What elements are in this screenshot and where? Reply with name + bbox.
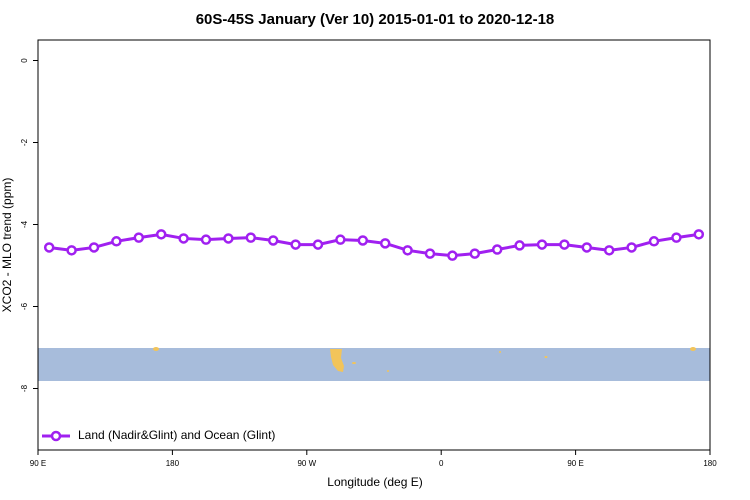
y-tick-label: -4 [20,220,29,228]
series-point [178,233,189,244]
series-point [402,245,413,256]
series-point [111,236,122,247]
x-tick-label: 0 [439,459,444,468]
x-tick-label: 90 E [30,459,46,468]
y-axis-label: XCO2 - MLO trend (ppm) [0,178,14,313]
series-point [491,244,503,255]
series-point [581,242,593,253]
x-tick-label: 180 [703,459,717,468]
x-tick-label: 90 W [297,459,316,468]
series-point [447,250,458,261]
y-tick-label: -2 [20,138,29,146]
plot-frame [37,39,711,451]
y-tick-label: 0 [20,58,29,63]
series-point [267,235,279,246]
series-point [312,239,324,250]
series-point [603,245,615,256]
series-point [245,232,257,243]
series-point [379,238,391,249]
y-tick-label: -6 [20,302,29,310]
x-tick-label: 90 E [567,459,583,468]
legend-marker [50,430,62,442]
legend-label: Land (Nadir&Glint) and Ocean (Glint) [78,428,275,442]
map-strip [38,348,710,381]
series-line [49,232,700,258]
series-point [223,233,234,244]
series-point [133,232,145,243]
series-point [424,248,436,259]
series-point [648,236,660,247]
x-axis-label: Longitude (deg E) [327,475,422,489]
series-point [88,242,100,253]
x-tick-label: 180 [166,459,180,468]
chart-title: 60S-45S January (Ver 10) 2015-01-01 to 2… [196,11,555,28]
series-point [693,229,705,240]
series-point [200,234,212,245]
y-tick-label: -8 [20,384,29,392]
series-point [335,234,346,245]
series-point [671,232,682,243]
series-point [626,242,637,253]
series-point [66,245,77,256]
series-point [290,239,301,250]
series-point [155,229,167,240]
series-point [514,240,525,251]
series-point [357,235,369,246]
series-point [536,239,548,250]
series-point [43,242,55,253]
series-point [469,248,481,259]
series-point [559,239,570,250]
land-shapes [153,347,696,372]
